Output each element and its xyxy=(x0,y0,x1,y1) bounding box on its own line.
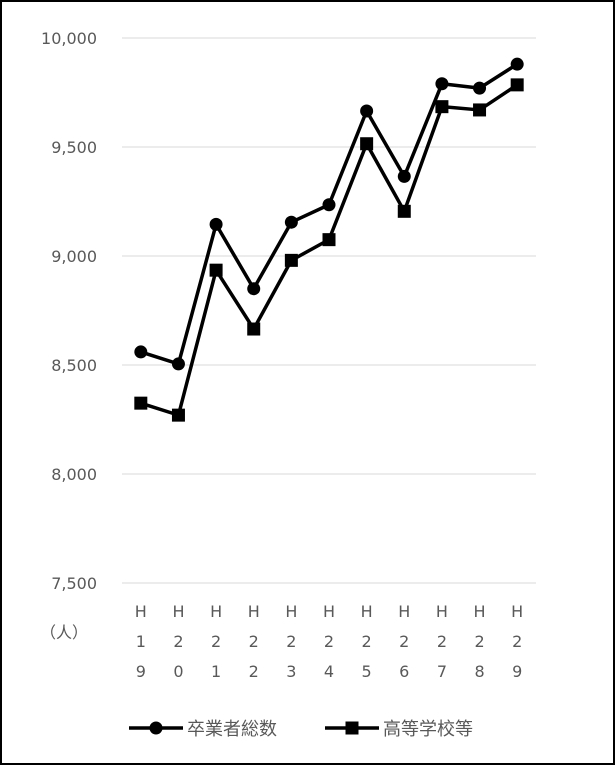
x-tick-label: H xyxy=(323,602,335,621)
x-tick-label: 9 xyxy=(512,662,522,681)
x-tick-label: 2 xyxy=(362,632,372,651)
x-tick-label: H xyxy=(210,602,222,621)
data-point-square xyxy=(360,137,374,151)
x-tick-label: 2 xyxy=(173,632,183,651)
data-point-circle xyxy=(134,345,148,359)
data-point-square xyxy=(171,408,185,422)
x-tick-label: 2 xyxy=(399,632,409,651)
y-tick-label: 9,500 xyxy=(51,138,97,157)
data-point-circle xyxy=(247,282,261,296)
y-tick-label: 7,500 xyxy=(51,574,97,593)
data-point-circle xyxy=(510,57,524,71)
y-tick-label: 8,500 xyxy=(51,356,97,375)
x-tick-label: 9 xyxy=(136,662,146,681)
x-tick-label: 1 xyxy=(136,632,146,651)
x-tick-label: 1 xyxy=(211,662,221,681)
legend-label: 卒業者総数 xyxy=(187,719,277,740)
legend-label: 高等学校等 xyxy=(383,719,473,740)
x-tick-label: H xyxy=(248,602,260,621)
x-tick-label: 2 xyxy=(512,632,522,651)
data-point-circle xyxy=(322,198,336,212)
data-point-circle xyxy=(397,169,411,183)
x-tick-label: 2 xyxy=(211,632,221,651)
x-tick-label: H xyxy=(285,602,297,621)
data-point-circle xyxy=(284,215,298,229)
y-tick-label: 10,000 xyxy=(41,29,97,48)
y-tick-label: 8,000 xyxy=(51,465,97,484)
data-point-circle xyxy=(435,77,449,91)
data-point-square xyxy=(397,204,411,218)
y-tick-label: 9,000 xyxy=(51,247,97,266)
x-tick-label: 4 xyxy=(324,662,334,681)
series-line-2 xyxy=(140,83,519,417)
data-point-square xyxy=(134,396,148,410)
data-point-square xyxy=(209,263,223,277)
x-tick-label: 2 xyxy=(474,632,484,651)
data-point-circle xyxy=(209,217,223,231)
data-point-circle xyxy=(473,81,487,95)
x-tick-label: 2 xyxy=(324,632,334,651)
x-tick-label: 2 xyxy=(249,632,259,651)
data-point-circle xyxy=(171,357,185,371)
x-tick-label: H xyxy=(474,602,486,621)
x-tick-label: 6 xyxy=(399,662,409,681)
x-tick-label: H xyxy=(172,602,184,621)
x-tick-label: H xyxy=(361,602,373,621)
legend-marker-square xyxy=(345,721,359,735)
data-point-square xyxy=(322,233,336,247)
y-unit-label: （人） xyxy=(40,623,88,642)
data-point-circle xyxy=(360,104,374,118)
x-tick-label: 8 xyxy=(474,662,484,681)
x-tick-label: 2 xyxy=(249,662,259,681)
x-tick-label: H xyxy=(511,602,523,621)
legend-marker-circle xyxy=(149,721,163,735)
x-tick-label: 3 xyxy=(286,662,296,681)
x-tick-label: 5 xyxy=(362,662,372,681)
x-tick-label: H xyxy=(436,602,448,621)
x-tick-label: 7 xyxy=(437,662,447,681)
x-tick-label: H xyxy=(398,602,410,621)
data-point-square xyxy=(284,253,298,267)
x-tick-label: 2 xyxy=(286,632,296,651)
data-point-square xyxy=(435,100,449,114)
x-tick-label: 2 xyxy=(437,632,447,651)
data-point-square xyxy=(510,78,524,92)
data-point-square xyxy=(247,322,261,336)
x-tick-label: 0 xyxy=(173,662,183,681)
x-tick-label: H xyxy=(135,602,147,621)
data-point-square xyxy=(473,103,487,117)
